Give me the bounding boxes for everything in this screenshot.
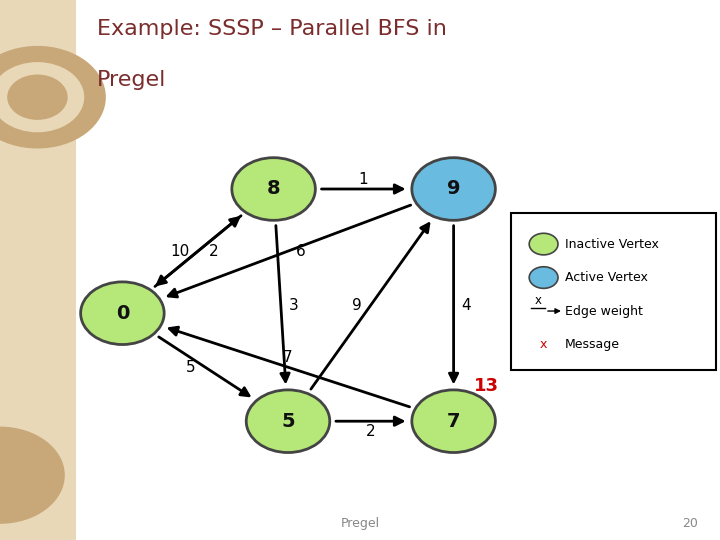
Text: 2: 2 bbox=[209, 244, 219, 259]
Circle shape bbox=[0, 62, 84, 132]
Text: 3: 3 bbox=[289, 298, 299, 313]
Circle shape bbox=[0, 46, 106, 148]
Circle shape bbox=[529, 233, 558, 255]
Text: 7: 7 bbox=[283, 350, 293, 365]
Text: Edge weight: Edge weight bbox=[565, 305, 643, 318]
Text: Pregel: Pregel bbox=[341, 517, 379, 530]
Circle shape bbox=[0, 427, 65, 524]
Text: Example: SSSP – Parallel BFS in: Example: SSSP – Parallel BFS in bbox=[97, 19, 447, 39]
Circle shape bbox=[529, 267, 558, 288]
Text: Pregel: Pregel bbox=[97, 70, 166, 90]
Text: 8: 8 bbox=[267, 179, 280, 199]
Circle shape bbox=[7, 75, 68, 120]
Text: 20: 20 bbox=[683, 517, 698, 530]
FancyBboxPatch shape bbox=[511, 213, 716, 370]
Circle shape bbox=[232, 158, 315, 220]
Text: x: x bbox=[534, 294, 541, 307]
Circle shape bbox=[412, 390, 495, 453]
Text: 4: 4 bbox=[462, 298, 472, 313]
Circle shape bbox=[412, 158, 495, 220]
Text: 10: 10 bbox=[171, 244, 189, 259]
Text: 1: 1 bbox=[359, 172, 369, 187]
Text: 5: 5 bbox=[186, 360, 196, 375]
FancyBboxPatch shape bbox=[0, 0, 76, 540]
Text: 2: 2 bbox=[366, 424, 376, 440]
Text: 9: 9 bbox=[351, 298, 361, 313]
Text: 6: 6 bbox=[296, 244, 306, 259]
Text: 13: 13 bbox=[474, 377, 498, 395]
Circle shape bbox=[81, 282, 164, 345]
Text: Message: Message bbox=[565, 338, 620, 351]
Text: Inactive Vertex: Inactive Vertex bbox=[565, 238, 659, 251]
Text: 9: 9 bbox=[447, 179, 460, 199]
Text: 0: 0 bbox=[116, 303, 129, 323]
Text: 5: 5 bbox=[282, 411, 294, 431]
Text: Active Vertex: Active Vertex bbox=[565, 271, 648, 284]
Circle shape bbox=[246, 390, 330, 453]
Text: x: x bbox=[540, 338, 547, 351]
Text: 7: 7 bbox=[447, 411, 460, 431]
